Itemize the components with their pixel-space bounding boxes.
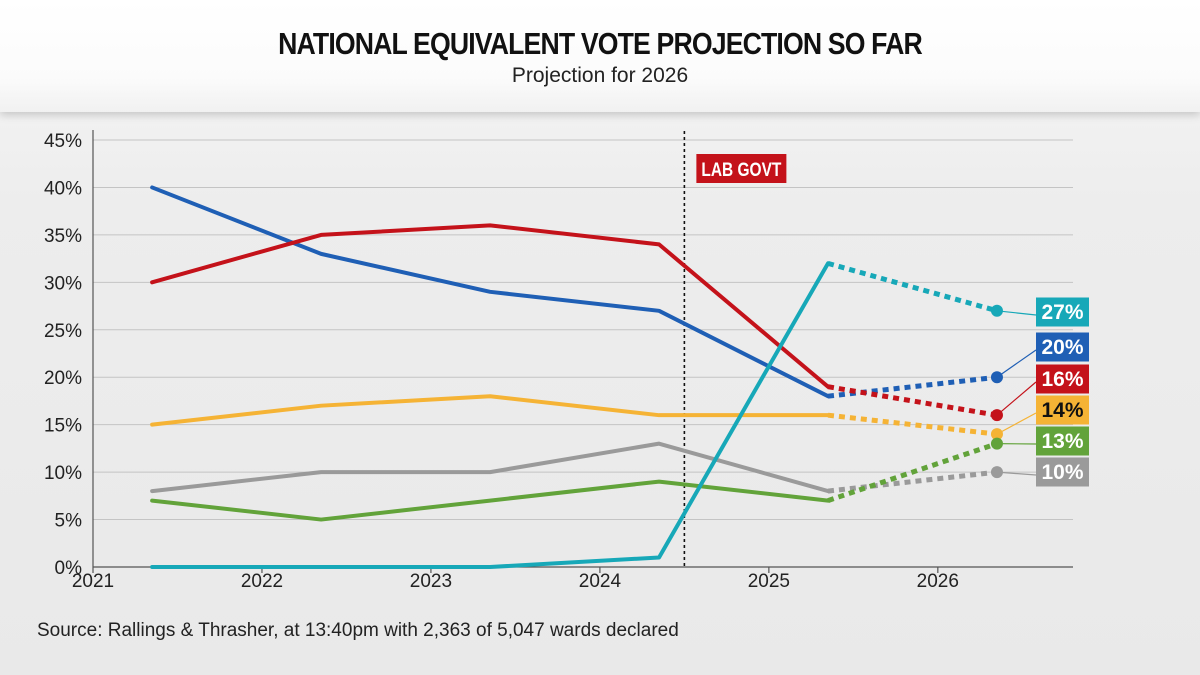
y-tick-label: 5%	[55, 511, 83, 532]
y-tick-label: 0%	[55, 558, 83, 579]
chart-title: NATIONAL EQUIVALENT VOTE PROJECTION SO F…	[278, 26, 923, 61]
lab-govt-badge	[696, 154, 787, 183]
x-tick-label: 2023	[410, 571, 452, 592]
x-tick-label: 2024	[579, 571, 622, 592]
x-tick-label: 2022	[241, 571, 283, 592]
series-line-2	[150, 394, 830, 427]
end-label-box-5	[1036, 297, 1089, 327]
end-label-box-1	[1036, 364, 1089, 394]
series-lines	[150, 185, 1003, 569]
x-axis-ticks: 2021 2022 2023 2024 2025 2026	[72, 567, 959, 592]
end-label-box-3	[1036, 457, 1089, 487]
y-tick-label: 10%	[44, 463, 82, 484]
end-label-box-0	[1036, 332, 1089, 362]
series-line-5	[150, 261, 830, 569]
series-projection-5	[827, 260, 998, 314]
series-projection-3	[827, 469, 998, 494]
y-axis-ticks: 0% 5% 10% 15% 20% 25% 30% 35% 40% 45%	[44, 131, 82, 579]
y-tick-label: 15%	[44, 416, 82, 437]
series-line-0	[150, 185, 830, 399]
x-tick-label: 2026	[917, 571, 959, 592]
end-label-leader-1	[996, 381, 1037, 416]
y-tick-label: 40%	[44, 178, 82, 199]
end-label-text-0: 20%	[1042, 336, 1084, 359]
x-tick-label: 2025	[748, 571, 790, 592]
y-tick-label: 30%	[44, 273, 82, 294]
y-tick-label: 20%	[44, 368, 82, 389]
lab-govt-label: LAB GOVT	[701, 160, 781, 181]
end-label-leader-2	[996, 412, 1037, 435]
end-label-box-4	[1036, 426, 1089, 456]
chart-subtitle: Projection for 2026	[511, 64, 689, 87]
x-tick-label: 2021	[72, 571, 114, 592]
lab-govt-annotation: LAB GOVT	[683, 131, 787, 567]
series-projection-1	[827, 384, 998, 418]
series-line-3	[150, 441, 830, 494]
end-label-leader-0	[996, 349, 1037, 378]
grid-lines	[92, 130, 1073, 568]
end-label-leader-5	[996, 310, 1037, 316]
y-tick-label: 35%	[44, 226, 82, 247]
end-label-leader-3	[996, 471, 1037, 476]
series-line-4	[150, 479, 830, 522]
header: NATIONAL EQUIVALENT VOTE PROJECTION SO F…	[0, 0, 1200, 112]
end-label-text-1: 16%	[1042, 368, 1084, 391]
end-label-text-4: 13%	[1042, 430, 1084, 453]
y-tick-label: 25%	[44, 321, 82, 342]
end-label-text-3: 10%	[1042, 461, 1084, 484]
end-labels: 20% 16% 14% 10% 13% 27%	[996, 297, 1089, 487]
end-label-box-2	[1036, 395, 1089, 425]
series-projection-4	[827, 441, 998, 503]
series-line-1	[150, 223, 830, 389]
end-label-text-2: 14%	[1042, 399, 1084, 422]
source-note: Source: Rallings & Thrasher, at 13:40pm …	[37, 620, 679, 641]
end-label-text-5: 27%	[1042, 301, 1084, 324]
y-tick-label: 45%	[44, 131, 82, 152]
